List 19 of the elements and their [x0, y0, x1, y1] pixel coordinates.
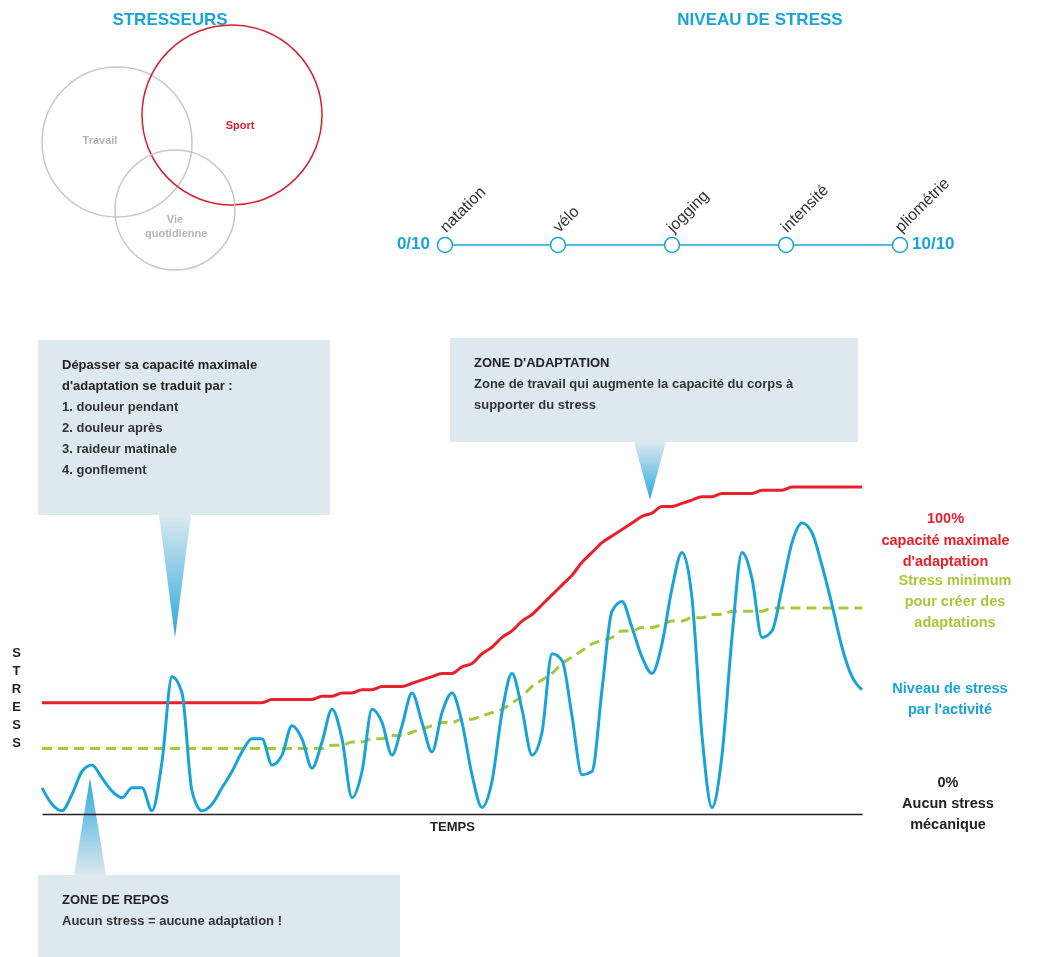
callout-box: ZONE DE REPOS Aucun stress = aucune adaptation !	[38, 875, 400, 957]
text: Aucun stress mécanique	[901, 794, 995, 834]
text: 10/10	[912, 234, 956, 254]
text: Sport	[224, 118, 256, 132]
text: capacité maximale d'adaptation	[880, 531, 1011, 571]
text: Travail	[81, 133, 119, 147]
callout-box: Dépasser sa capacité maximale d'adaptation se traduit par : 1. douleur pendant 2. douleur après 3. raideur matinale 4. gonflement	[38, 340, 330, 515]
text: Vie quotidienne	[144, 212, 209, 240]
text: vélo	[549, 202, 583, 236]
text: 0/10	[395, 234, 430, 254]
callout-box: ZONE D'ADAPTATION Zone de travail qui augmente la capacité du corps à supporter du stress	[450, 338, 858, 442]
x-axis-title: TEMPS	[430, 818, 476, 834]
text: 100%	[925, 509, 966, 528]
text: Stress minimum pour créer des adaptations	[897, 571, 1013, 632]
y-axis-title: STRESS	[9, 645, 24, 753]
text: NIVEAU DE STRESS	[676, 10, 844, 30]
text: STRESSEURS	[111, 10, 229, 30]
text: Niveau de stress par l'activité	[891, 679, 1009, 719]
text: 0%	[936, 773, 960, 792]
